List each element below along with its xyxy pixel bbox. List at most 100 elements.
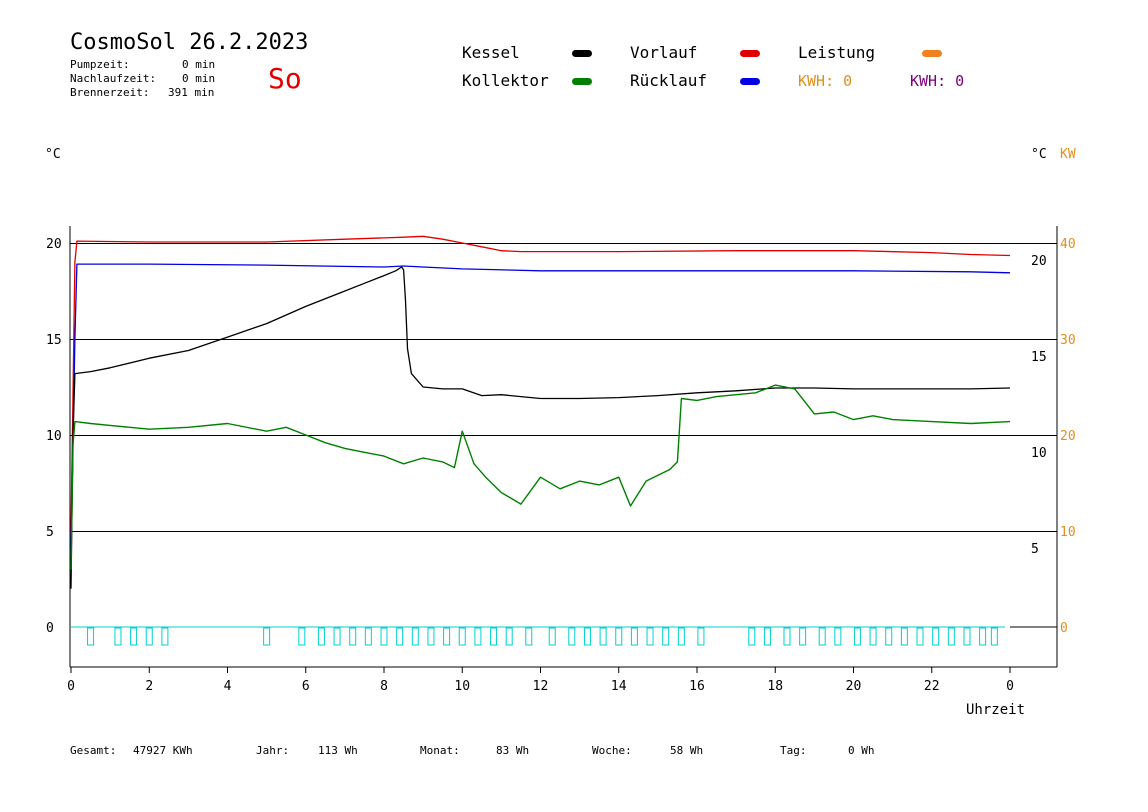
legend-kessel-swatch [572, 50, 592, 57]
pump-marker-46 [990, 627, 998, 646]
nach-label: Nachlaufzeit: [70, 72, 157, 85]
pump-marker-13 [411, 627, 419, 646]
y2-tick-label-30: 30 [1060, 333, 1076, 348]
pump-marker-19 [505, 627, 513, 646]
pump-marker-4 [161, 627, 169, 646]
y-tick-label-20: 20 [46, 237, 62, 252]
x-tick-label-4: 8 [380, 679, 388, 694]
y-inner-tick-label-20: 20 [1031, 254, 1047, 269]
pump-marker-2 [130, 627, 138, 646]
right-unit-c-label: °C [1031, 147, 1047, 162]
x-tick-label-1: 2 [145, 679, 153, 694]
pump-marker-25 [615, 627, 623, 646]
pump-marker-3 [145, 627, 153, 646]
woche-value: 58 Wh [670, 744, 704, 757]
tag-value: 0 Wh [848, 744, 875, 757]
x-tick-label-6: 12 [533, 679, 549, 694]
pump-marker-8 [333, 627, 341, 646]
x-axis-label: Uhrzeit [966, 702, 1026, 718]
pump-marker-20 [525, 627, 533, 646]
series-line-kollektor [70, 384, 1011, 570]
pump-marker-16 [458, 627, 466, 646]
pump-marker-35 [818, 627, 826, 646]
series-line-vorlauf [70, 235, 1011, 532]
pump-marker-41 [916, 627, 924, 646]
chart-title: CosmoSol 26.2.2023 [70, 30, 309, 55]
pump-marker-9 [349, 627, 357, 646]
pump-marker-7 [317, 627, 325, 646]
pump-marker-22 [568, 627, 576, 646]
y2-tick-label-10: 10 [1060, 525, 1076, 540]
legend-vorlauf-swatch [740, 50, 760, 57]
y-inner-tick-label-10: 10 [1031, 446, 1047, 461]
monat-label: Monat: [420, 744, 460, 757]
pump-marker-11 [380, 627, 388, 646]
brenner-value: 391 min [168, 86, 215, 99]
pump-marker-21 [548, 627, 556, 646]
x-tick-label-9: 18 [767, 679, 783, 694]
legend-ruecklauf-label: Rücklauf [630, 71, 708, 90]
pump-marker-5 [263, 627, 271, 646]
legend-vorlauf-label: Vorlauf [630, 43, 698, 62]
pump-marker-38 [869, 627, 877, 646]
x-tick-label-5: 10 [454, 679, 470, 694]
woche-label: Woche: [592, 744, 632, 757]
left-unit-label: °C [45, 147, 61, 162]
legend-leistung-swatch [922, 50, 942, 57]
x-tick-label-2: 4 [224, 679, 232, 694]
nach-value: 0 min [182, 72, 216, 85]
pump-marker-14 [427, 627, 435, 646]
pump-marker-1 [114, 627, 122, 646]
pump-marker-33 [783, 627, 791, 646]
pump-marker-29 [677, 627, 685, 646]
pump-marker-37 [853, 627, 861, 646]
x-tick-label-8: 16 [689, 679, 705, 694]
legend-kessel-label: Kessel [462, 43, 520, 62]
pump-marker-23 [583, 627, 591, 646]
legend-kollektor-label: Kollektor [462, 71, 549, 90]
legend-kollektor-swatch [572, 78, 592, 85]
legend-ruecklauf-swatch [740, 78, 760, 85]
pump-marker-30 [697, 627, 705, 646]
brenner-label: Brennerzeit: [70, 86, 150, 99]
pump-marker-27 [646, 627, 654, 646]
y2-tick-label-40: 40 [1060, 237, 1076, 252]
pump-marker-34 [799, 627, 807, 646]
pump-value: 0 min [182, 58, 216, 71]
pump-label: Pumpzeit: [70, 58, 130, 71]
pump-marker-10 [364, 627, 372, 646]
y-tick-label-10: 10 [46, 429, 62, 444]
x-tick-label-3: 6 [302, 679, 310, 694]
weekday-label: So [268, 62, 302, 95]
monat-value: 83 Wh [496, 744, 530, 757]
pump-marker-28 [662, 627, 670, 646]
pump-marker-40 [900, 627, 908, 646]
y-inner-tick-label-15: 15 [1031, 350, 1047, 365]
gesamt-value: 47927 KWh [133, 744, 193, 757]
pump-marker-36 [834, 627, 842, 646]
pump-marker-45 [979, 627, 987, 646]
y-tick-label-0: 0 [46, 621, 54, 636]
pump-marker-24 [599, 627, 607, 646]
x-tick-label-11: 22 [924, 679, 940, 694]
x-tick-label-10: 20 [846, 679, 862, 694]
kwh-purple: KWH: 0 [910, 72, 965, 90]
pump-marker-0 [87, 627, 95, 646]
pump-marker-31 [748, 627, 756, 646]
pump-marker-44 [963, 627, 971, 646]
tag-label: Tag: [780, 744, 807, 757]
y-tick-label-15: 15 [46, 333, 62, 348]
series-line-kessel [70, 266, 1011, 589]
y2-tick-label-0: 0 [1060, 621, 1068, 636]
x-tick-label-12: 0 [1006, 679, 1014, 694]
pump-marker-32 [763, 627, 771, 646]
pump-marker-42 [932, 627, 940, 646]
pump-marker-17 [474, 627, 482, 646]
gesamt-label: Gesamt: [70, 744, 117, 757]
kwh-orange: KWH: 0 [798, 72, 853, 90]
pump-marker-15 [443, 627, 451, 646]
pump-marker-6 [298, 627, 306, 646]
y-inner-tick-label-5: 5 [1031, 542, 1039, 557]
right-unit-kw-label: KW [1060, 147, 1076, 162]
